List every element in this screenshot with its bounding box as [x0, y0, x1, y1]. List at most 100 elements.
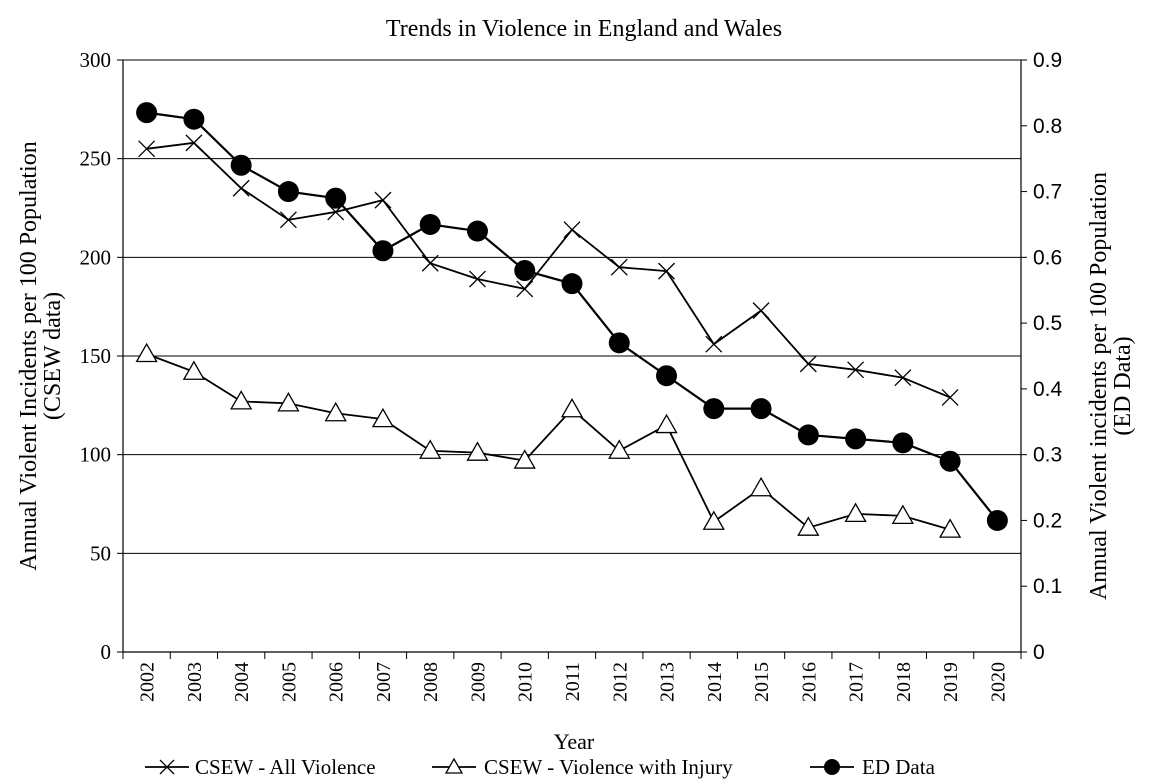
y-left-tick-label: 300 — [80, 48, 112, 72]
legend-marker — [444, 757, 464, 774]
data-point-circle — [183, 108, 205, 130]
marker-stroke — [752, 302, 770, 320]
data-point-triangle — [324, 401, 347, 422]
data-point-x — [894, 369, 912, 387]
marker-stroke — [374, 191, 392, 209]
data-point-circle — [136, 102, 158, 124]
marker-stroke — [279, 211, 297, 229]
data-point-triangle — [371, 407, 395, 428]
data-point-triangle — [560, 397, 584, 418]
legend: CSEW - All Violence CSEW - Violence with … — [145, 755, 936, 779]
series-line — [146, 141, 951, 399]
data-point-triangle — [608, 439, 631, 459]
data-point-circle — [750, 398, 772, 420]
x-tick-label: 2020 — [987, 662, 1009, 702]
chart-title: Trends in Violence in England and Wales — [386, 16, 782, 42]
data-point-x — [279, 211, 297, 229]
marker-stroke — [138, 140, 156, 158]
data-point-triangle — [466, 441, 489, 461]
y-left-tick-label: 0 — [101, 640, 112, 664]
data-point-x — [941, 388, 959, 406]
legend-item: ED Data — [810, 755, 936, 779]
legend-item: CSEW - Violence with Injury — [432, 755, 733, 779]
marker-stroke — [421, 254, 439, 272]
y-axis-right-label: Annual Violent incidents per 100 Populat… — [1086, 172, 1136, 600]
data-point-circle — [230, 154, 252, 176]
x-tick-label: 2015 — [751, 662, 773, 702]
data-point-circle — [466, 220, 488, 242]
marker-stroke — [941, 388, 959, 406]
data-point-circle — [277, 181, 299, 203]
data-point-circle — [419, 213, 441, 235]
legend-label: CSEW - All Violence — [195, 755, 376, 779]
data-point-circle — [656, 365, 678, 387]
y-axis-right-ticks: 0 0.1 0.2 0.3 0.4 0.5 0.6 0.7 0.8 0.9 — [1021, 49, 1063, 664]
data-point-triangle — [702, 510, 725, 530]
data-point-x — [752, 302, 770, 320]
y-right-tick-label: 0.5 — [1033, 312, 1062, 335]
marker-stroke — [610, 258, 628, 276]
y-axis-left-label: Annual Violent Incidents per 100 Populat… — [16, 141, 66, 570]
data-point-triangle — [182, 360, 206, 380]
x-tick-label: 2006 — [326, 662, 348, 702]
data-point-triangle — [938, 518, 962, 538]
data-point-x — [185, 134, 203, 152]
x-tick-label: 2018 — [893, 662, 915, 702]
data-point-triangle — [891, 504, 914, 524]
data-point-circle — [608, 332, 630, 354]
series-line — [146, 353, 951, 531]
y-right-tick-label: 0.9 — [1033, 49, 1062, 72]
y-right-tick-label: 0.4 — [1033, 378, 1063, 401]
data-point-circle — [939, 450, 961, 472]
y-left-tick-label: 50 — [90, 541, 111, 565]
y-right-tick-label: 0.6 — [1033, 246, 1062, 269]
x-tick-label: 2005 — [278, 662, 300, 702]
x-tick-label: 2003 — [184, 662, 206, 702]
x-tick-label: 2011 — [562, 662, 584, 701]
data-point-triangle — [419, 439, 442, 459]
marker-stroke — [799, 355, 817, 373]
x-tick-label: 2013 — [657, 662, 679, 702]
x-tick-label: 2019 — [940, 662, 962, 702]
data-point-triangle — [655, 413, 678, 434]
y-axis-left-ticks: 0 50 100 150 200 250 300 — [80, 48, 123, 664]
data-point-triangle — [844, 502, 867, 523]
data-point-x — [658, 262, 675, 280]
data-point-x — [516, 280, 534, 298]
y-right-tick-label: 0.8 — [1033, 115, 1062, 138]
data-point-circle — [797, 424, 819, 446]
data-point-triangle — [797, 516, 820, 536]
marker-stroke — [185, 134, 203, 152]
data-point-circle — [325, 187, 347, 209]
data-point-circle — [514, 259, 536, 281]
data-point-x — [563, 221, 581, 239]
data-point-circle — [561, 273, 583, 295]
data-point-circle — [892, 432, 914, 454]
x-tick-label: 2007 — [373, 662, 395, 702]
data-point-x — [138, 140, 156, 158]
data-point-circle — [845, 428, 867, 450]
axis-label-line: Annual Violent incidents per 100 Populat… — [1086, 172, 1112, 600]
x-tick-label: 2008 — [420, 662, 442, 702]
marker-stroke — [563, 221, 581, 239]
gridlines — [123, 59, 1021, 554]
x-tick-label: 2017 — [846, 662, 868, 702]
legend-label: ED Data — [862, 755, 936, 779]
y-right-tick-label: 0 — [1033, 641, 1045, 664]
x-tick-label: 2014 — [704, 662, 726, 702]
x-tick-label: 2012 — [609, 662, 631, 702]
y-left-tick-label: 200 — [80, 245, 112, 269]
legend-item: CSEW - All Violence — [145, 755, 376, 779]
data-point-triangle — [230, 390, 253, 410]
series-x — [138, 134, 959, 406]
x-tick-label: 2010 — [515, 662, 537, 702]
data-point-x — [469, 270, 486, 288]
series-circle — [136, 102, 1008, 531]
series-layer — [135, 102, 1008, 538]
x-tick-label: 2002 — [137, 662, 159, 702]
legend-label: CSEW - Violence with Injury — [484, 755, 733, 779]
data-point-triangle — [749, 476, 773, 497]
data-point-circle — [372, 240, 394, 262]
